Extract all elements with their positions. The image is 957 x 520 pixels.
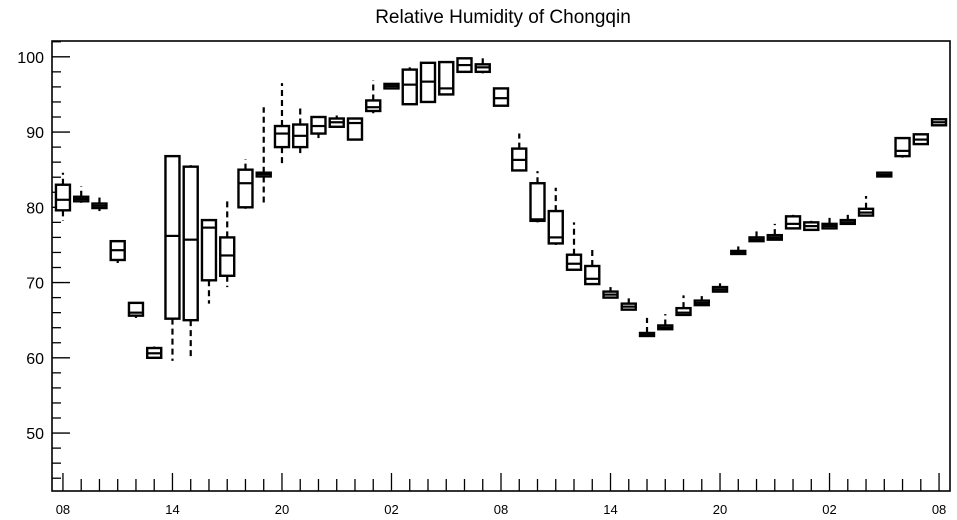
box-plot [200, 218, 218, 304]
box-plot [456, 57, 473, 74]
box-plot [383, 82, 400, 90]
box-iqr [401, 68, 418, 106]
box-plot [273, 83, 291, 166]
box-plot [146, 346, 163, 360]
box-iqr [346, 117, 364, 141]
box-iqr [54, 183, 72, 212]
box-iqr [237, 168, 254, 209]
box-plot [839, 214, 856, 226]
x-tick-label: 14 [603, 502, 617, 517]
box-iqr [529, 182, 546, 223]
box-plot [511, 133, 528, 172]
box-plot [894, 136, 911, 158]
x-tick-label: 08 [932, 502, 946, 517]
box-plot [438, 60, 455, 96]
box-iqr [894, 136, 911, 158]
box-series [54, 57, 948, 361]
box-iqr [164, 154, 181, 320]
box-plot [127, 301, 145, 318]
y-tick-label: 50 [26, 426, 44, 443]
x-tick-label: 20 [713, 502, 727, 517]
box-plot [803, 220, 820, 232]
box-plot [821, 216, 838, 230]
box-plot [164, 154, 181, 361]
box-plot [547, 187, 564, 245]
box-plot [620, 298, 637, 311]
box-plot [492, 87, 510, 107]
y-tick-label: 80 [26, 200, 44, 217]
x-tick-label: 08 [494, 502, 508, 517]
box-plot [54, 172, 72, 221]
y-tick-label: 100 [17, 50, 44, 67]
box-iqr [547, 209, 564, 245]
box-iqr [200, 218, 218, 282]
box-plot [365, 80, 382, 114]
box-plot [237, 159, 254, 209]
box-plot [584, 246, 601, 286]
box-plot [748, 231, 765, 243]
box-iqr [492, 87, 510, 107]
box-iqr [365, 99, 382, 113]
box-iqr [784, 215, 802, 230]
box-plot [657, 314, 674, 331]
box-plot [474, 57, 491, 74]
x-tick-label: 20 [275, 502, 289, 517]
y-tick-label: 70 [26, 276, 44, 293]
box-plot [930, 118, 948, 127]
box-plot [419, 61, 437, 104]
box-plot [784, 214, 802, 230]
box-plot [693, 296, 710, 307]
box-plot [675, 295, 692, 317]
y-tick-label: 60 [26, 351, 44, 368]
box-plot [876, 171, 893, 178]
box-plot [711, 283, 729, 293]
box-plot [529, 171, 546, 223]
x-tick-label: 02 [384, 502, 398, 517]
box-plot [73, 186, 90, 203]
box-plot [182, 165, 199, 359]
y-axis: 50 60 70 80 90 100 [17, 41, 70, 479]
box-iqr [584, 264, 601, 286]
box-plot [255, 107, 272, 206]
box-plot [109, 239, 126, 263]
box-iqr [675, 306, 692, 317]
box-plot [292, 104, 309, 156]
box-plot [328, 115, 345, 128]
box-plot [346, 117, 364, 141]
box-plot [602, 287, 619, 299]
box-plot [219, 199, 236, 288]
chart-title: Relative Humidity of Chongqin [375, 7, 631, 28]
box-iqr [182, 165, 199, 322]
box-plot [766, 223, 783, 241]
box-plot [565, 222, 583, 271]
box-iqr [273, 124, 291, 149]
box-plot [310, 115, 327, 139]
box-plot [638, 317, 656, 338]
x-axis: 08 14 20 02 08 14 20 02 08 [56, 473, 946, 517]
x-tick-label: 08 [56, 502, 70, 517]
box-iqr [565, 253, 583, 271]
box-iqr [438, 60, 455, 96]
x-tick-label: 02 [822, 502, 836, 517]
box-plot [857, 196, 875, 217]
y-tick-label: 90 [26, 125, 44, 142]
box-plot [912, 133, 929, 146]
box-plot [730, 246, 747, 256]
box-plot [401, 67, 418, 106]
box-iqr [219, 236, 236, 277]
box-plot [91, 193, 108, 212]
x-tick-label: 14 [165, 502, 179, 517]
